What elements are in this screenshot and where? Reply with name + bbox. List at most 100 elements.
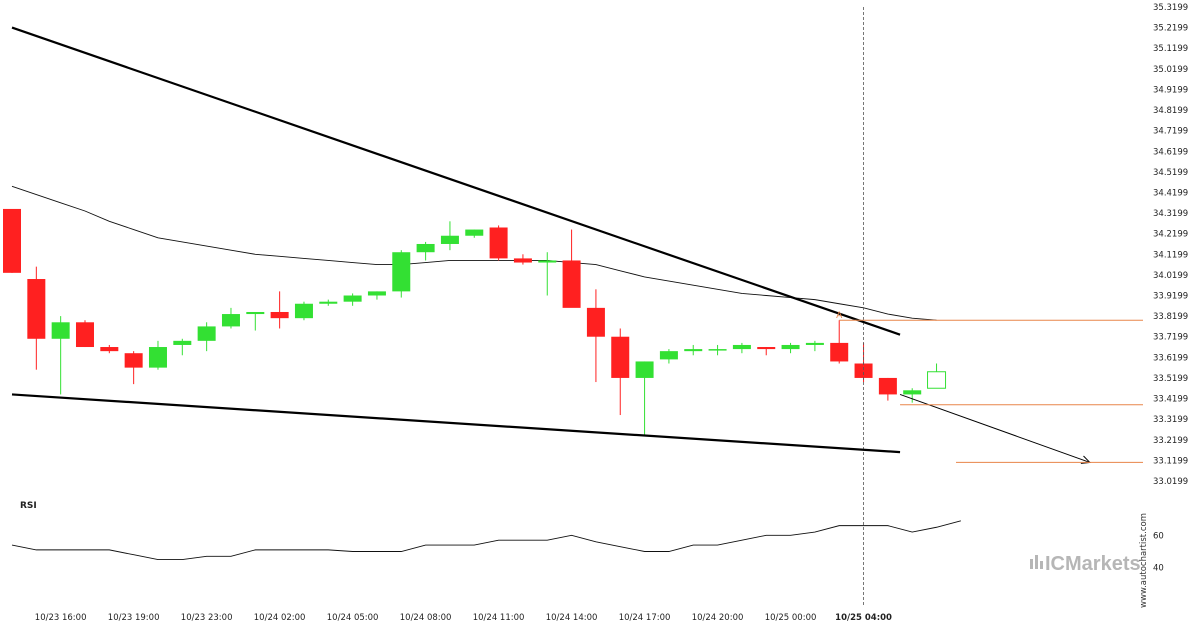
price-tick-label: 34.6199 [1153,147,1188,157]
candle-body [343,295,362,302]
candle-down [489,225,508,261]
forecast-arrow-line [899,393,1090,463]
brand-text: ICMarkets [1045,553,1141,575]
price-tick-label: 34.4199 [1153,188,1188,198]
bar-chart-icon [1030,555,1043,569]
candle-body [489,227,508,259]
candle-down [27,266,46,370]
candle-body [903,390,922,395]
candle-body [124,353,143,368]
candle-body [294,303,313,319]
candle-body [611,336,630,378]
watermark-text: www.autochartist.com [1139,513,1149,608]
candle-up [635,361,654,436]
candle-body [3,208,21,273]
rsi-line [11,520,961,561]
pattern-marker-label: A [836,311,843,321]
candle-up [319,299,338,306]
candle-up [927,363,947,389]
candle-up [538,252,557,296]
price-tick-label: 33.7199 [1153,333,1188,343]
price-tick-label: 34.1199 [1153,250,1188,260]
time-tick-label: 10/24 08:00 [400,613,452,623]
price-tick-label: 35.3199 [1153,3,1188,13]
candle-body [513,258,532,263]
rsi-title: RSI [20,501,37,511]
price-tick-label: 35.1199 [1153,44,1188,54]
brand-text-suffix: Markets [1065,553,1141,575]
candle-down [562,229,581,308]
candle-up [197,322,216,352]
price-tick-label: 34.7199 [1153,127,1188,137]
time-tick-label: 10/23 16:00 [35,613,87,623]
candle-body [732,344,751,350]
candle-up [221,307,240,329]
candle-body [757,347,776,350]
price-tick-label: 34.9199 [1153,85,1188,95]
candle-body [538,260,557,263]
moving-average-line [11,185,937,321]
candle-up [294,301,313,321]
candle-up [805,340,824,352]
time-tick-label: 10/24 11:00 [473,613,525,623]
candle-body [659,351,678,360]
rsi-panel: RSI 60 40 [11,501,1164,574]
price-tick-label: 33.4199 [1153,395,1188,405]
time-tick-label: 10/23 19:00 [108,613,160,623]
time-tick-label: 10/25 04:00 [835,613,892,623]
candle-body [270,311,289,319]
price-tick-label: 34.8199 [1153,106,1188,116]
candle-body [781,344,800,350]
candle-body [100,347,119,352]
time-tick-label: 10/25 00:00 [765,613,817,623]
price-tick-label: 34.3199 [1153,209,1188,219]
price-tick-label: 35.0199 [1153,65,1188,75]
candle-body [148,347,167,368]
candle-down [124,351,143,385]
price-tick-label: 33.5199 [1153,374,1188,384]
candle-down [3,208,21,273]
candle-down [100,344,119,354]
time-tick-label: 10/23 23:00 [181,613,233,623]
candle-body [562,260,581,308]
brand-text-prefix: IC [1045,553,1065,575]
candle-body [75,322,94,348]
candle-up [465,229,484,238]
candle-body [830,342,849,362]
time-tick-label: 10/24 17:00 [619,613,671,623]
candle-body [51,322,70,339]
candle-up [416,241,435,261]
candle-up [781,342,800,354]
candle-up [903,388,922,403]
price-axis: 35.3199 35.2199 35.1199 35.0199 34.9199 34.81… [1153,3,1188,487]
rsi-tick-label: 60 [1153,531,1164,541]
time-tick-label: 10/24 02:00 [254,613,306,623]
candle-down [513,254,532,265]
candle-body [197,326,216,341]
price-tick-label: 34.2199 [1153,230,1188,240]
brand-logo: ICMarkets [1030,553,1141,575]
candle-body [416,243,435,253]
candle-body [586,307,605,337]
candle-down [830,320,849,364]
candle-down [611,328,630,416]
candle-up [343,293,362,306]
candles-layer [3,208,947,436]
candle-up [148,340,167,370]
price-tick-label: 33.2199 [1153,436,1188,446]
time-tick-label: 10/24 14:00 [546,613,598,623]
candle-body [708,349,727,351]
candle-down [878,377,897,401]
candle-up [392,250,411,298]
price-tick-label: 35.2199 [1153,24,1188,34]
candle-up [440,221,459,251]
moving-average-layer [11,185,937,321]
price-tick-label: 34.0199 [1153,271,1188,281]
candle-body [927,371,947,389]
candle-down [586,289,605,383]
candle-down [75,320,94,348]
candle-up [367,291,386,300]
candle-body [878,377,897,395]
candle-body [635,361,654,378]
